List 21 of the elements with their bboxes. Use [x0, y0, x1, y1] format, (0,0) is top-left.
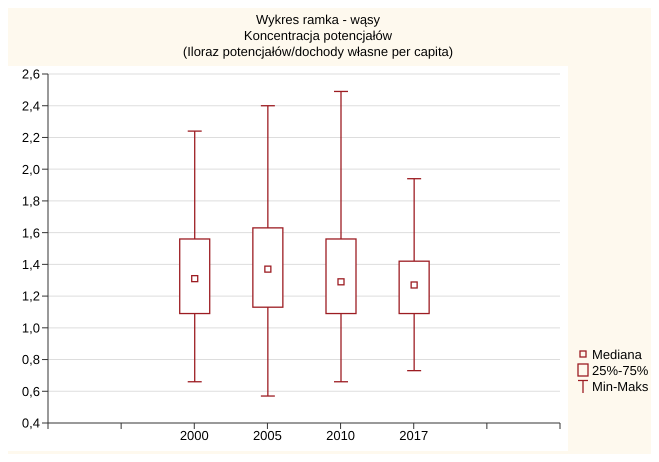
- x-tick-label: 2000: [180, 428, 209, 444]
- y-tick-label: 2,6: [22, 66, 40, 82]
- y-tick-label: 2,2: [22, 130, 40, 146]
- x-tick-label: 2010: [326, 428, 356, 444]
- x-tick-label: 2017: [399, 428, 428, 444]
- chart-title: Wykres ramka - wąsy: [254, 12, 382, 28]
- text: 25%-75%: [592, 362, 648, 378]
- y-tick-label: 1,8: [22, 194, 40, 209]
- y-tick-label: 0,8: [22, 352, 40, 368]
- y-tick-label: 0,4: [22, 416, 40, 431]
- text: Mediana: [592, 346, 642, 362]
- y-tick-label: 2,0: [22, 162, 40, 177]
- text: Min-Maks: [592, 378, 648, 394]
- y-tick-label: 2,4: [22, 98, 40, 114]
- y-tick-label: 1,6: [22, 225, 40, 240]
- chart-subtitle: Koncentracja potencjałów (Iloraz potencjałów/dochody własne per capita): [182, 28, 454, 60]
- y-tick-label: 1,0: [22, 320, 40, 336]
- x-tick-label: 2005: [252, 428, 282, 444]
- y-tick-label: 1,4: [22, 256, 40, 272]
- y-tick-label: 1,2: [22, 288, 40, 304]
- y-tick-label: 0,6: [22, 384, 40, 399]
